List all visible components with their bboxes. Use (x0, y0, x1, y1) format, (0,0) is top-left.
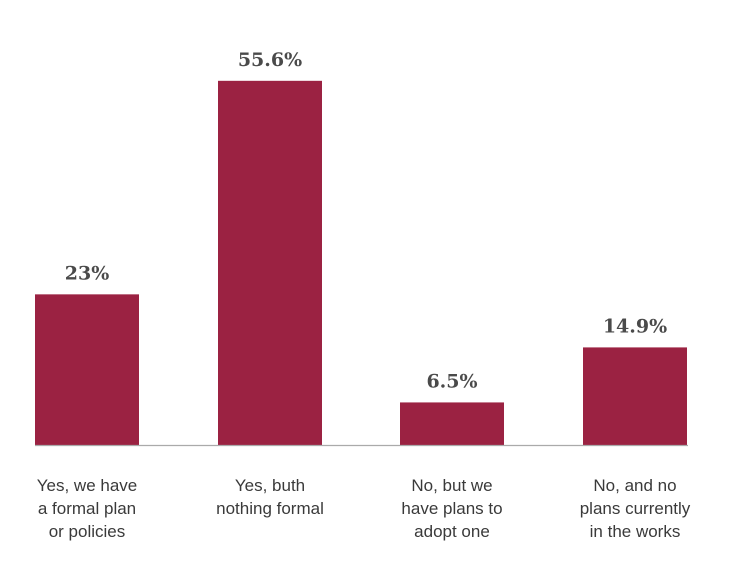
category-label-line: Yes, buth (235, 476, 305, 495)
category-label-line: No, and no (593, 476, 676, 495)
value-label-1: 23% (65, 262, 110, 284)
category-label-line: Yes, we have (37, 476, 138, 495)
category-label-line: a formal plan (38, 499, 136, 518)
value-label-4: 14.9% (603, 315, 667, 337)
category-label-line: have plans to (401, 499, 502, 518)
value-label-3: 6.5% (426, 370, 477, 392)
bar-4 (583, 347, 687, 445)
value-label-2: 55.6% (238, 49, 302, 71)
bars-layer (35, 80, 687, 445)
category-label-line: plans currently (580, 499, 691, 518)
bar-3 (400, 402, 504, 445)
value-labels-layer: 23% 55.6% 6.5% 14.9% (65, 49, 667, 393)
category-label-1: Yes, we have a formal plan or policies (37, 476, 138, 541)
bar-2 (218, 80, 322, 445)
category-label-line: in the works (590, 522, 681, 541)
category-label-line: nothing formal (216, 499, 324, 518)
bar-1 (35, 294, 139, 445)
category-labels-layer: Yes, we have a formal plan or policiesYes,… (37, 476, 691, 541)
category-label-line: adopt one (414, 522, 490, 541)
category-label-4: No, and no plans currently in the works (580, 476, 691, 541)
category-label-3: No, but we have plans to adopt one (401, 476, 502, 541)
category-label-line: or policies (49, 522, 126, 541)
category-label-line: No, but we (411, 476, 492, 495)
category-label-2: Yes, buth nothing formal (216, 476, 324, 518)
